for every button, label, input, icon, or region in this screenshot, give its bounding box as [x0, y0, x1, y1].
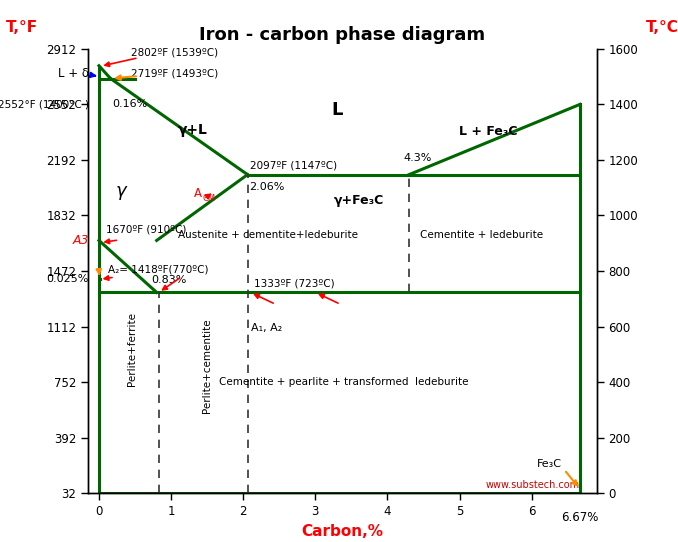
Text: 0.025%: 0.025%: [47, 274, 89, 285]
Text: 4.3%: 4.3%: [403, 153, 432, 163]
Text: A₂= 1418ºF(770ºC): A₂= 1418ºF(770ºC): [108, 264, 208, 274]
Text: 1670ºF (910ºC): 1670ºF (910ºC): [106, 224, 186, 234]
Text: 1333ºF (723ºC): 1333ºF (723ºC): [254, 278, 335, 288]
Text: γ+Fe₃C: γ+Fe₃C: [334, 195, 384, 208]
Text: CM: CM: [203, 194, 216, 203]
Text: Cementite + ledeburite: Cementite + ledeburite: [420, 230, 543, 240]
Text: Cementite + pearlite + transformed  ledeburite: Cementite + pearlite + transformed ledeb…: [220, 377, 469, 387]
Text: Perlite+ferrite: Perlite+ferrite: [127, 312, 137, 386]
Text: 6.67%: 6.67%: [561, 511, 599, 524]
Title: Iron - carbon phase diagram: Iron - carbon phase diagram: [199, 27, 485, 44]
Text: T,°F: T,°F: [6, 21, 38, 35]
Text: γ: γ: [115, 182, 126, 200]
Text: A3: A3: [73, 234, 89, 247]
Text: 2719ºF (1493ºC): 2719ºF (1493ºC): [132, 68, 219, 79]
Text: 2802ºF (1539ºC): 2802ºF (1539ºC): [132, 48, 218, 58]
X-axis label: Carbon,%: Carbon,%: [302, 524, 383, 539]
Text: 0.83%: 0.83%: [151, 275, 186, 286]
Text: γ+L: γ+L: [178, 122, 207, 137]
Text: Fe₃C: Fe₃C: [537, 459, 562, 469]
Text: 2097ºF (1147ºC): 2097ºF (1147ºC): [250, 161, 338, 171]
Text: L: L: [332, 101, 342, 119]
Text: Austenite + cementite+ledeburite: Austenite + cementite+ledeburite: [178, 230, 358, 240]
Text: T,°C: T,°C: [646, 21, 678, 35]
Text: www.substech.com: www.substech.com: [486, 480, 580, 491]
Text: A: A: [194, 188, 202, 201]
Text: 0.16%: 0.16%: [112, 99, 147, 109]
Text: L + Fe₃C: L + Fe₃C: [459, 125, 518, 138]
Text: 2.06%: 2.06%: [249, 183, 284, 192]
Text: A₁, A₂: A₁, A₂: [251, 322, 282, 333]
Text: 2552°F (1400°C ): 2552°F (1400°C ): [0, 99, 89, 109]
Text: Perlite+cementite: Perlite+cementite: [202, 318, 212, 413]
Text: L + δ: L + δ: [58, 67, 89, 80]
